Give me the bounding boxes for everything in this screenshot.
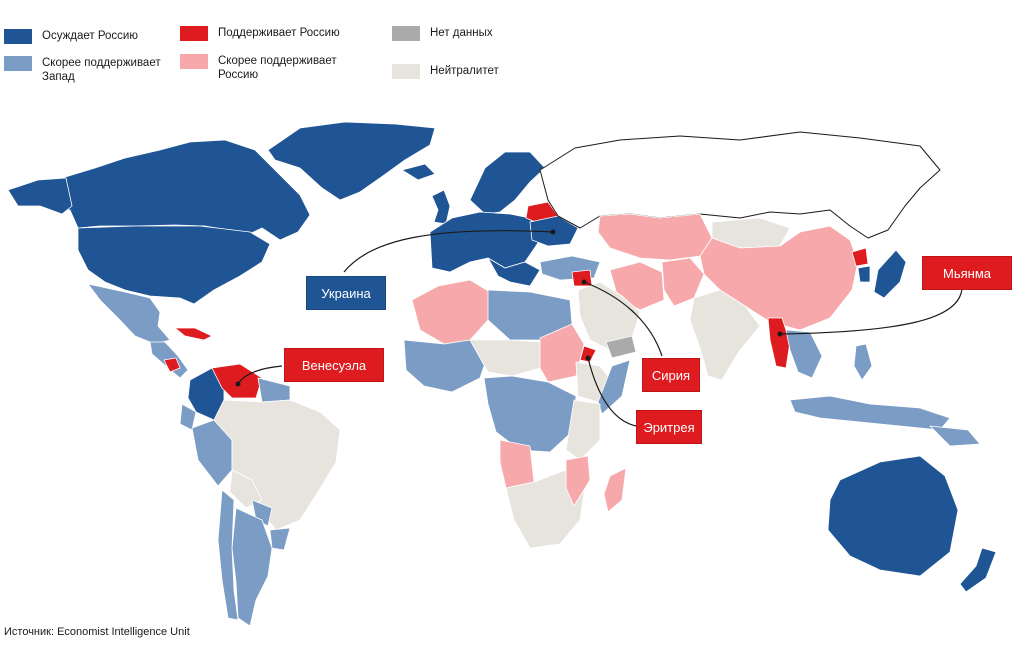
legend-swatch-supports [180, 26, 208, 41]
source-note: Источник: Economist Intelligence Unit [4, 626, 190, 638]
south-korea [857, 265, 871, 283]
syria [571, 269, 593, 287]
legend-item-leans-west: Скорее поддерживает Запад [4, 56, 161, 84]
leader-syria [583, 281, 663, 357]
horn [597, 359, 631, 415]
legend-label-leans-russia: Скорее поддерживает Россию [218, 55, 337, 81]
legend-swatch-leans-west [4, 56, 32, 71]
legend-label-leans-west: Скорее поддерживает Запад [42, 57, 161, 83]
leader-myanmar [779, 287, 963, 335]
philippines [853, 343, 873, 381]
legend-swatch-neutral [392, 64, 420, 79]
venezuela [211, 363, 263, 399]
se-asia [785, 329, 823, 379]
callout-syria: Сирия [642, 358, 700, 392]
iceland [401, 163, 436, 181]
sudan [539, 323, 585, 383]
chile [217, 489, 239, 621]
dot-venezuela [235, 381, 241, 387]
mexico [87, 283, 171, 345]
southern-africa [505, 469, 587, 549]
alaska [7, 177, 73, 215]
leader-ukraine [343, 230, 554, 273]
greenland [267, 121, 436, 201]
leader-eritrea [587, 357, 637, 427]
legend-label-no-data: Нет данных [430, 27, 493, 39]
north-korea [851, 247, 869, 267]
balkans [487, 257, 541, 287]
dot-syria [581, 279, 587, 285]
legend-item-condemns: Осуждает Россию [4, 29, 138, 44]
legend-item-no-data: Нет данных [392, 26, 493, 41]
canada [37, 139, 311, 241]
legend-label-neutral: Нейтралитет [430, 65, 499, 77]
png [929, 425, 981, 447]
dot-ukraine [550, 229, 556, 235]
uruguay [269, 527, 291, 551]
eritrea [579, 345, 597, 363]
east-africa [565, 399, 601, 461]
angola [499, 439, 535, 489]
mozambique [565, 455, 591, 507]
central-africa [483, 375, 577, 453]
cuba [174, 327, 213, 341]
west-africa [403, 339, 489, 393]
argentina [231, 507, 273, 627]
new-zealand [959, 547, 997, 593]
legend-swatch-no-data [392, 26, 420, 41]
legend-label-supports: Поддерживает Россию [218, 27, 340, 39]
legend-label-condemns: Осуждает Россию [42, 30, 138, 42]
dot-eritrea [585, 355, 591, 361]
legend-swatch-condemns [4, 29, 32, 44]
yemen [605, 335, 637, 359]
usa [77, 225, 271, 305]
callout-eritrea: Эритрея [636, 410, 702, 444]
legend-item-leans-russia: Скорее поддерживает Россию [180, 54, 337, 82]
australia [827, 455, 959, 577]
brazil [213, 399, 341, 531]
callout-venezuela: Венесуэла [284, 348, 384, 382]
myanmar [767, 317, 791, 369]
legend-item-neutral: Нейтралитет [392, 64, 499, 79]
dot-myanmar [777, 331, 783, 337]
north-africa-west [411, 279, 491, 345]
callout-ukraine: Украина [306, 276, 386, 310]
uk [431, 189, 451, 225]
nicaragua [163, 357, 181, 373]
madagascar [603, 467, 627, 513]
legend-swatch-leans-russia [180, 54, 208, 69]
central-asia [597, 213, 713, 261]
india [689, 289, 761, 381]
japan [873, 249, 907, 299]
indonesia [789, 395, 951, 431]
legend-item-supports: Поддерживает Россию [180, 26, 340, 41]
leader-venezuela [237, 365, 283, 385]
callout-myanmar: Мьянма [922, 256, 1012, 290]
